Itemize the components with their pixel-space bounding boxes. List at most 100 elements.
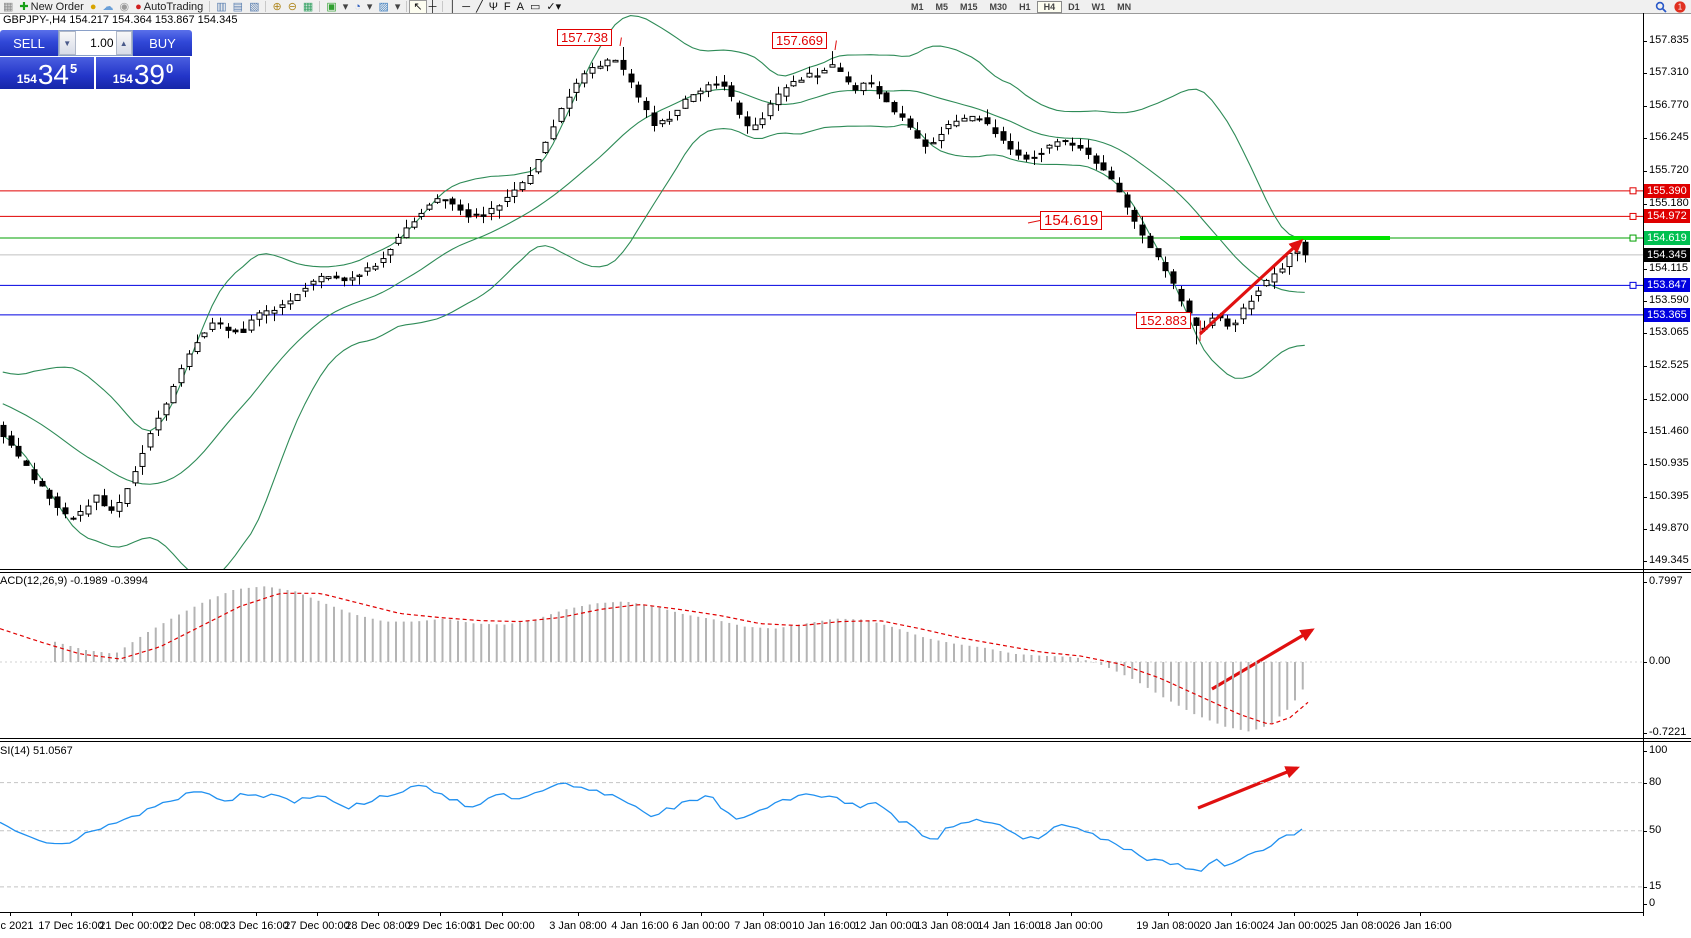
horizontal-line-icon: ─ bbox=[462, 0, 471, 13]
price-callout[interactable]: 152.883 bbox=[1136, 312, 1191, 329]
price-tick bbox=[1643, 106, 1647, 108]
bollinger-bands bbox=[2, 15, 1305, 569]
volume-increase-button[interactable]: ▲ bbox=[115, 31, 132, 55]
timeframe-button-m15[interactable]: M15 bbox=[960, 1, 978, 12]
time-tick bbox=[701, 912, 702, 916]
volume-input[interactable] bbox=[75, 31, 116, 55]
macd-tick-label: -0.7221 bbox=[1649, 726, 1687, 738]
zoom-in-icon[interactable]: ⊕ bbox=[269, 1, 284, 13]
horizontal-line-objects[interactable] bbox=[0, 187, 1643, 316]
period-clock-icon[interactable]: ◔ bbox=[351, 1, 364, 13]
toolbar-separator bbox=[265, 1, 267, 12]
macd-panel-canvas[interactable] bbox=[0, 573, 1643, 738]
buy-price-big: 39 bbox=[133, 59, 165, 90]
price-highlight-label: 154.619 bbox=[1644, 231, 1690, 246]
macd-tick bbox=[1643, 662, 1647, 663]
text-label-icon[interactable]: ▭ bbox=[527, 1, 543, 13]
moneybag-icon[interactable]: ● bbox=[87, 1, 100, 13]
zoom-out-icon[interactable]: ⊖ bbox=[285, 1, 300, 13]
hline-anchor-marker bbox=[1629, 281, 1637, 289]
auto-scroll-icon: ▤ bbox=[232, 0, 244, 13]
time-tick bbox=[947, 912, 948, 916]
time-tick bbox=[886, 912, 887, 916]
rsi-panel-canvas[interactable] bbox=[0, 742, 1643, 911]
time-tick bbox=[440, 912, 441, 916]
tile-windows-icon[interactable]: ▦ bbox=[300, 1, 316, 13]
vertical-line-icon[interactable]: │ bbox=[446, 1, 459, 13]
tile-windows-icon: ▦ bbox=[302, 0, 314, 13]
time-tick bbox=[763, 912, 764, 916]
dropdown-caret-icon[interactable]: ▾ bbox=[392, 1, 404, 13]
moneybag-icon: ● bbox=[89, 0, 97, 13]
timeframe-button-m30[interactable]: M30 bbox=[989, 1, 1008, 12]
macd-indicator-label: ACD(12,26,9) -0.1989 -0.3994 bbox=[0, 575, 148, 587]
price-tick-label: 149.870 bbox=[1649, 522, 1689, 535]
chat-notification-icon[interactable]: 1 bbox=[1673, 0, 1687, 13]
volume-decrease-button[interactable]: ▼ bbox=[59, 31, 76, 55]
price-tick-label: 155.720 bbox=[1649, 163, 1689, 176]
trend-arrow-main[interactable] bbox=[1198, 238, 1304, 336]
price-tick-label: 153.065 bbox=[1649, 326, 1689, 339]
cursor-icon: ↖ bbox=[413, 0, 423, 13]
time-tick bbox=[1357, 912, 1358, 916]
equidistant-channel-icon[interactable]: Ψ bbox=[486, 1, 501, 13]
timeframe-button-d1[interactable]: D1 bbox=[1068, 1, 1080, 12]
timeframe-button-w1[interactable]: W1 bbox=[1091, 1, 1106, 12]
dropdown-caret-icon[interactable]: ▾ bbox=[340, 1, 352, 13]
timeframe-button-mn[interactable]: MN bbox=[1117, 1, 1132, 12]
price-callout[interactable]: 157.738 bbox=[557, 29, 612, 46]
trendline-icon: ╱ bbox=[476, 0, 483, 13]
chart-shift-icon[interactable]: ▥ bbox=[213, 1, 229, 13]
panel-separator[interactable] bbox=[0, 738, 1691, 739]
text-icon[interactable]: A bbox=[514, 1, 527, 13]
timeframe-button-h4[interactable]: H4 bbox=[1036, 0, 1063, 13]
time-axis-line bbox=[0, 912, 1643, 913]
toolbar-separator bbox=[406, 1, 408, 12]
macd-tick bbox=[1643, 582, 1647, 583]
sell-button[interactable]: SELL bbox=[0, 30, 58, 56]
buy-price-display[interactable]: 154 39 0 bbox=[96, 57, 190, 89]
new-chart-icon[interactable]: ▣ bbox=[323, 1, 339, 13]
bollinger-middle bbox=[2, 88, 1305, 485]
buy-button[interactable]: BUY bbox=[133, 30, 192, 56]
autotrading-button[interactable]: ● AutoTrading bbox=[132, 1, 206, 13]
chat-badge-count: 1 bbox=[1678, 2, 1683, 11]
sell-price-display[interactable]: 154 34 5 bbox=[0, 57, 94, 89]
sound-icon[interactable]: ◉ bbox=[116, 1, 132, 13]
window-grid-icon[interactable]: ▦ bbox=[0, 1, 16, 13]
price-tick bbox=[1643, 366, 1647, 368]
arrows-icon[interactable]: ✓▾ bbox=[543, 1, 564, 13]
timeframe-button-m5[interactable]: M5 bbox=[935, 1, 949, 12]
trendline-icon[interactable]: ╱ bbox=[473, 1, 486, 13]
period-clock-icon: ◔ bbox=[354, 0, 361, 13]
timeframe-button-m1[interactable]: M1 bbox=[911, 1, 924, 12]
time-label: 27 Dec 00:00 bbox=[284, 920, 350, 932]
price-callout[interactable]: 154.619 bbox=[1040, 211, 1103, 230]
timeframe-button-h1[interactable]: H1 bbox=[1019, 1, 1031, 12]
price-tick-label: 151.460 bbox=[1649, 424, 1689, 437]
price-tick-label: 154.115 bbox=[1649, 261, 1688, 274]
search-icon[interactable] bbox=[1655, 1, 1667, 13]
new-order-button[interactable]: ✚ New Order bbox=[16, 1, 86, 13]
time-label: 20 Jan 16:00 bbox=[1199, 920, 1263, 932]
trend-arrow-rsi[interactable] bbox=[1197, 766, 1300, 810]
price-callout[interactable]: 157.669 bbox=[772, 32, 827, 49]
time-tick bbox=[1231, 912, 1232, 916]
cloud-icon[interactable]: ☁ bbox=[99, 1, 116, 13]
fibonacci-icon[interactable]: F bbox=[501, 1, 514, 13]
dropdown-caret-icon[interactable]: ▾ bbox=[364, 1, 376, 13]
chart-end-icon[interactable]: ▧ bbox=[246, 1, 262, 13]
cloud-icon: ☁ bbox=[102, 0, 114, 13]
cursor-icon[interactable]: ↖ bbox=[409, 0, 427, 13]
horizontal-line-icon[interactable]: ─ bbox=[459, 1, 473, 13]
trend-arrow-macd[interactable] bbox=[1211, 628, 1315, 691]
toolbar-separator bbox=[319, 1, 321, 12]
template-icon[interactable]: ▨ bbox=[375, 1, 391, 13]
main-chart-canvas[interactable] bbox=[0, 13, 1643, 569]
panel-separator[interactable] bbox=[0, 569, 1691, 570]
fibonacci-icon: F bbox=[503, 0, 511, 13]
price-tick bbox=[1643, 561, 1647, 563]
time-label: 12 Jan 00:00 bbox=[854, 920, 918, 932]
crosshair-icon[interactable]: ┼ bbox=[426, 1, 440, 13]
auto-scroll-icon[interactable]: ▤ bbox=[230, 1, 246, 13]
